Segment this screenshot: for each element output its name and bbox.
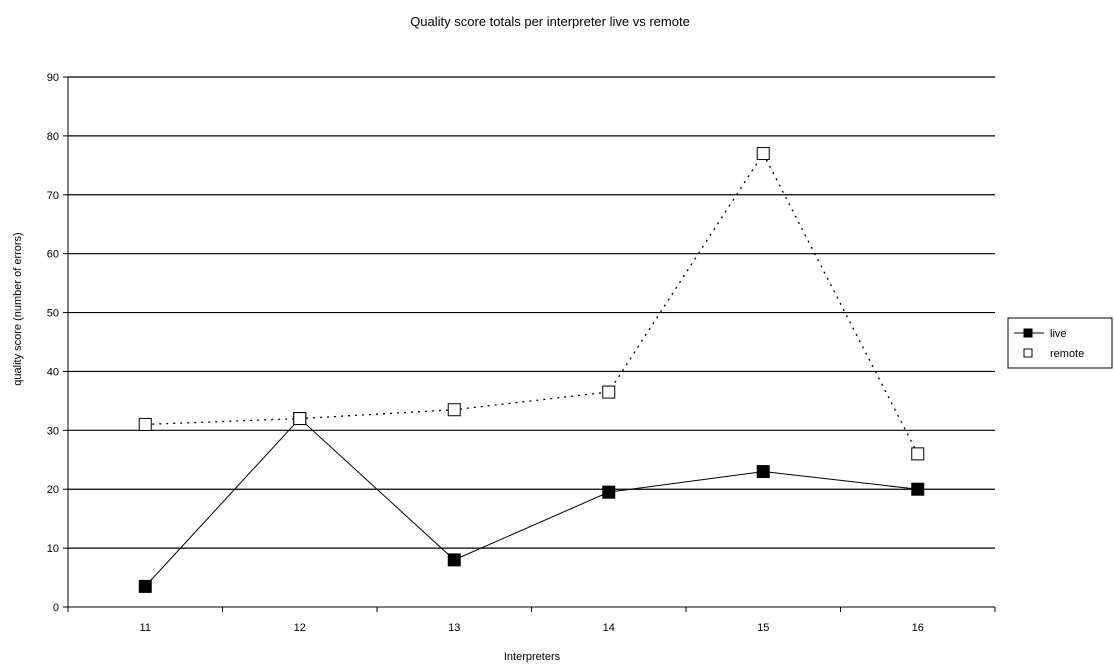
data-point-live	[138, 579, 152, 593]
x-tick-label: 15	[757, 622, 769, 634]
y-axis-label: quality score (number of errors)	[12, 232, 24, 385]
y-tick-label: 50	[47, 308, 59, 320]
legend-box	[1007, 317, 1113, 369]
x-tick-label: 13	[448, 622, 460, 634]
chart-title: Quality score totals per interpreter liv…	[410, 14, 690, 29]
y-tick-label: 60	[47, 249, 59, 261]
series-layer	[138, 147, 925, 593]
x-tick-label: 14	[603, 622, 615, 634]
x-tick-label: 16	[912, 622, 924, 634]
data-point-live	[756, 465, 770, 479]
legend-item-remote: remote	[1023, 348, 1084, 360]
data-point-remote	[602, 385, 616, 399]
y-tick-labels: 0 10 20 30 40 50 60 70 80 90	[47, 72, 59, 614]
x-axis-label: Interpreters	[504, 651, 561, 663]
series-live	[138, 412, 925, 593]
legend-marker	[1023, 328, 1033, 338]
data-point-remote	[447, 403, 461, 417]
y-tick-label: 40	[47, 366, 59, 378]
data-point-live	[602, 485, 616, 499]
data-point-remote	[138, 417, 152, 431]
series-line-remote	[145, 152, 919, 455]
y-tick-label: 0	[53, 602, 59, 614]
legend: live remote	[1007, 317, 1113, 369]
x-tick-label: 12	[294, 622, 306, 634]
series-line-live	[144, 417, 918, 587]
y-tick-label: 20	[47, 484, 59, 496]
data-point-remote	[911, 447, 925, 461]
x-tick-labels: 11 12 13 14 15 16	[140, 622, 924, 634]
data-point-remote	[293, 412, 307, 426]
legend-label: remote	[1050, 348, 1084, 360]
data-point-live	[447, 553, 461, 567]
legend-item-live: live	[1014, 328, 1067, 340]
y-tick-label: 10	[47, 543, 59, 555]
data-point-live	[911, 482, 925, 496]
data-point-remote	[756, 147, 770, 161]
legend-marker	[1023, 348, 1033, 358]
y-tick-label: 30	[47, 425, 59, 437]
x-tick-label: 11	[140, 622, 151, 634]
legend-label: live	[1050, 328, 1067, 340]
legend-items: live remote	[1014, 328, 1084, 360]
axes	[63, 76, 996, 612]
y-tick-label: 70	[47, 190, 59, 202]
y-tick-label: 90	[47, 72, 59, 84]
gridlines	[68, 76, 995, 549]
y-tick-label: 80	[47, 131, 59, 143]
series-remote	[138, 147, 925, 461]
